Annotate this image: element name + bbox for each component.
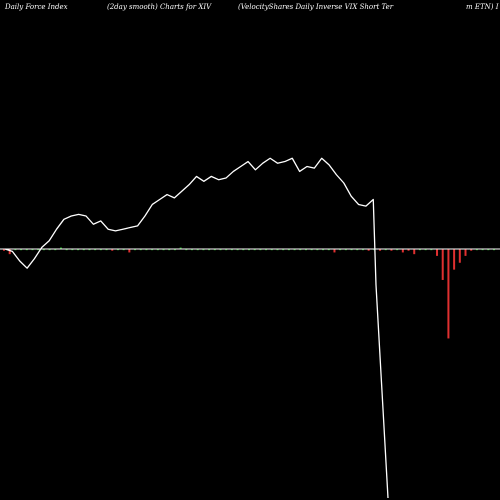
- force-index-bar: [436, 249, 439, 256]
- force-index-bar: [77, 249, 80, 251]
- force-index-bar: [493, 249, 495, 251]
- force-index-bar: [128, 249, 131, 253]
- force-index-bar: [225, 249, 228, 251]
- force-index-bar: [145, 249, 148, 251]
- force-index-bar: [481, 249, 484, 251]
- force-index-bar: [88, 249, 91, 251]
- force-index-bar: [196, 249, 199, 251]
- force-index-bar: [65, 249, 68, 251]
- force-index-bar: [287, 249, 290, 251]
- chart-title-part-2: (2day smooth) Charts for XIV: [107, 3, 212, 11]
- force-index-bar: [418, 249, 421, 251]
- force-index-bar: [248, 249, 250, 251]
- force-index-bar: [202, 249, 205, 251]
- force-index-bar: [430, 249, 433, 251]
- force-index-bar: [379, 249, 382, 251]
- force-index-bar: [31, 249, 34, 251]
- force-index-bar: [105, 249, 108, 251]
- force-index-bar: [327, 249, 330, 251]
- force-index-bar: [185, 249, 188, 251]
- chart-title-part-4: m ETN) I: [466, 3, 499, 11]
- force-index-bar: [310, 249, 313, 251]
- force-index-bar: [333, 249, 336, 253]
- force-index-bar: [361, 249, 364, 251]
- force-index-bar: [71, 249, 74, 251]
- force-index-bar: [407, 249, 410, 251]
- force-index-bar: [54, 249, 57, 251]
- force-index-bar: [59, 247, 62, 249]
- force-index-bar: [3, 249, 5, 251]
- force-index-bar: [339, 249, 342, 251]
- force-index-bar: [48, 249, 51, 251]
- force-index-bar: [122, 249, 125, 251]
- force-index-bar: [230, 249, 233, 251]
- force-index-bar: [173, 249, 176, 251]
- force-index-bar: [236, 249, 239, 251]
- force-index-bar: [42, 249, 45, 251]
- force-index-bar: [396, 249, 399, 251]
- force-index-bar: [350, 249, 353, 251]
- force-index-bar: [219, 249, 222, 251]
- force-index-bar: [316, 249, 319, 251]
- force-index-bar: [25, 249, 28, 251]
- force-index-bar: [470, 249, 473, 251]
- force-index-bar: [447, 249, 450, 339]
- force-index-bar: [191, 249, 194, 251]
- force-index-bar: [356, 249, 359, 251]
- force-index-bar: [213, 249, 216, 251]
- force-index-bar: [156, 249, 159, 251]
- force-index-bar: [458, 249, 461, 263]
- force-index-bar: [134, 249, 137, 251]
- force-index-bars: [3, 247, 495, 339]
- force-index-bar: [253, 249, 256, 251]
- force-index-bar: [265, 249, 268, 251]
- force-index-bar: [424, 249, 427, 251]
- force-index-bar: [384, 249, 387, 251]
- chart-title-part-1: Daily Force Index: [4, 3, 68, 11]
- force-index-bar: [413, 249, 416, 255]
- force-index-bar: [270, 249, 273, 251]
- force-index-bar: [179, 247, 182, 249]
- force-index-bar: [162, 249, 165, 251]
- force-index-bar: [208, 249, 211, 251]
- force-index-line: [4, 157, 389, 499]
- force-index-bar: [367, 249, 370, 251]
- force-index-bar: [453, 249, 456, 270]
- force-index-bar: [94, 249, 97, 251]
- force-index-bar: [390, 249, 393, 251]
- force-index-bar: [151, 249, 154, 251]
- force-index-bar: [487, 249, 490, 251]
- force-index-bar: [259, 249, 262, 251]
- force-index-bar: [8, 249, 11, 255]
- force-index-bar: [475, 249, 478, 251]
- force-index-bar: [168, 249, 171, 251]
- force-index-bar: [82, 249, 85, 251]
- force-index-bar: [322, 249, 325, 251]
- force-index-bar: [111, 249, 114, 251]
- force-index-bar: [276, 249, 279, 251]
- force-index-bar: [20, 249, 23, 251]
- force-index-bar: [139, 249, 142, 251]
- force-index-bar: [282, 249, 285, 251]
- force-index-bar: [464, 249, 467, 256]
- force-index-bar: [242, 249, 245, 251]
- force-index-bar: [441, 249, 444, 280]
- force-index-bar: [116, 249, 119, 251]
- force-index-bar: [304, 249, 307, 251]
- force-index-bar: [37, 249, 40, 251]
- force-index-bar: [401, 249, 404, 253]
- force-index-bar: [299, 249, 302, 251]
- force-index-bar: [99, 249, 102, 251]
- force-index-bar: [14, 249, 17, 251]
- force-index-bar: [344, 249, 347, 251]
- chart-title-part-3: (VelocityShares Daily Inverse VIX Short …: [238, 3, 394, 11]
- force-index-bar: [293, 249, 296, 251]
